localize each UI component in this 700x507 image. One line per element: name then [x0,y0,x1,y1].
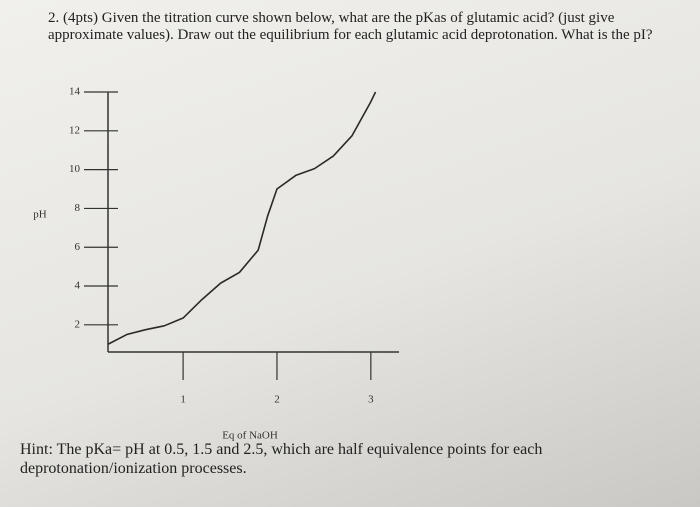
question: 2. (4pts) Given the titration curve show… [48,10,653,43]
x-axis-label: Eq of NaOH [222,430,278,442]
titration-curve [107,91,377,345]
y-tick-label: 2 [75,318,81,330]
y-tick-label: 14 [69,86,81,98]
x-tick-label: 2 [274,394,280,406]
x-tick-label: 1 [180,394,186,406]
hint: Hint: The pKa= pH at 0.5, 1.5 and 2.5, w… [20,441,543,477]
x-tick-label: 3 [368,394,374,406]
y-axis-label: pH [33,209,47,221]
y-tick-label: 6 [75,241,81,253]
y-tick-label: 8 [75,202,81,214]
y-tick-label: 4 [75,280,81,292]
y-tick-label: 10 [69,163,81,175]
y-tick-label: 12 [69,124,80,136]
